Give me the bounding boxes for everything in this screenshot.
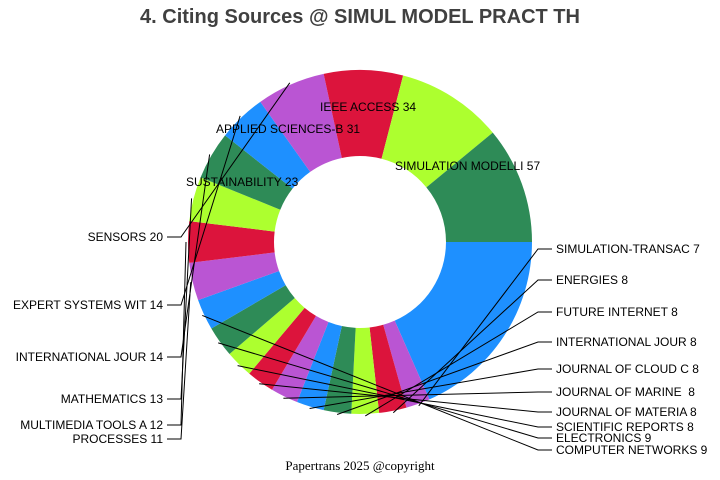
- chart-title: 4. Citing Sources @ SIMUL MODEL PRACT TH: [140, 6, 580, 28]
- donut-slice: [351, 327, 380, 415]
- slice-label: SIMULATION MODELLI 57: [395, 159, 540, 173]
- slice-label: JOURNAL OF MARINE 8: [556, 385, 695, 399]
- slice-label: PROCESSES 11: [73, 432, 164, 446]
- donut-slice: [323, 326, 356, 414]
- slice-label: JOURNAL OF MATERIA 8: [556, 405, 697, 419]
- slice-label: MATHEMATICS 13: [61, 392, 164, 406]
- slice-label: FUTURE INTERNET 8: [556, 305, 678, 319]
- donut-slice: [189, 252, 280, 301]
- leader-line: [392, 279, 552, 414]
- donut-slice: [211, 285, 295, 355]
- donut-slice: [198, 271, 286, 329]
- slice-label: IEEE ACCESS 34: [320, 100, 416, 114]
- donut-slice: [225, 101, 311, 189]
- slice-label: ELECTRONICS 9: [556, 431, 652, 445]
- slice-label: COMPUTER NETWORKS 9: [556, 443, 708, 457]
- slice-label: ENERGIES 8: [556, 273, 628, 287]
- leader-line: [167, 241, 187, 426]
- leader-line: [237, 365, 552, 428]
- leader-line: [167, 82, 291, 238]
- donut-slice: [426, 132, 532, 242]
- slice-label: SIMULATION-TRANSAC 7: [556, 242, 700, 256]
- slice-label: SUSTAINABILITY 23: [186, 175, 299, 189]
- leader-line: [218, 342, 552, 439]
- donut-slice: [249, 307, 316, 390]
- leader-line: [167, 115, 241, 306]
- donut-slice: [188, 221, 275, 263]
- donut-slice: [394, 242, 532, 400]
- donut-slice: [297, 322, 342, 411]
- leader-line: [283, 391, 552, 399]
- donut-slice: [271, 315, 329, 403]
- leader-line: [336, 341, 552, 415]
- donut-slice: [189, 177, 281, 232]
- donut-slice: [200, 135, 293, 210]
- leader-line: [259, 383, 552, 413]
- donut-slice: [381, 75, 493, 188]
- slice-label: INTERNATIONAL JOUR 8: [556, 335, 697, 349]
- slice-label: EXPERT SYSTEMS WIT 14: [13, 298, 163, 312]
- donut-slice: [260, 73, 342, 172]
- leader-line: [167, 198, 193, 400]
- leader-line: [167, 154, 211, 358]
- slice-label: SENSORS 20: [88, 230, 164, 244]
- donut-slice: [323, 69, 404, 159]
- slice-label: MULTIMEDIA TOOLS A 12: [20, 418, 163, 432]
- slice-label: JOURNAL OF CLOUD C 8: [556, 362, 699, 376]
- leader-line: [167, 282, 192, 440]
- slice-label: SCIENTIFIC REPORTS 8: [556, 420, 694, 434]
- copyright-footer: Papertrans 2025 @copyright: [285, 458, 435, 473]
- slice-label: APPLIED SCIENCES-B 31: [216, 122, 360, 136]
- slice-label: INTERNATIONAL JOUR 14: [16, 350, 164, 364]
- donut-slice: [229, 298, 305, 374]
- leader-line: [202, 314, 552, 451]
- leader-line: [365, 311, 552, 417]
